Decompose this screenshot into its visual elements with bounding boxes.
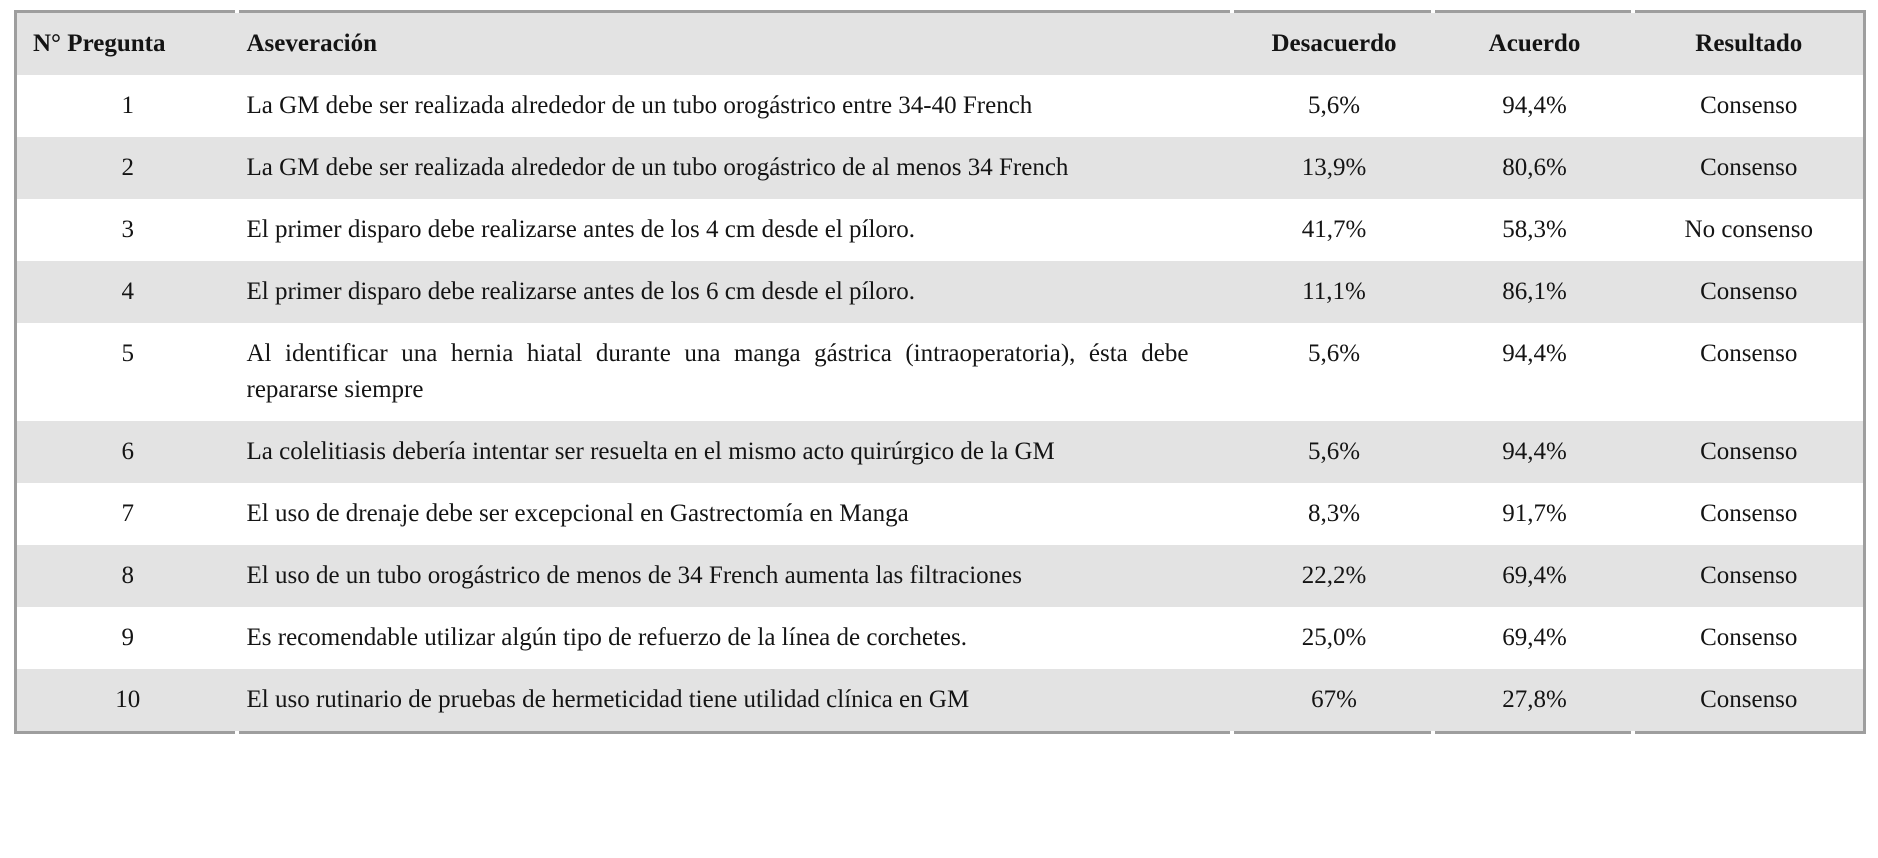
question-number-cell: 2	[15, 137, 239, 199]
question-number-cell: 1	[121, 92, 135, 119]
agree-percent-cell: 69,4%	[1502, 624, 1567, 651]
agree-percent-cell: 58,3%	[1502, 216, 1567, 243]
result-cell: Consenso	[1634, 669, 1865, 733]
table-row: 7 El uso de drenaje debe ser excepcional…	[16, 483, 1865, 545]
column-header-desacuerdo: Desacuerdo	[1233, 11, 1435, 75]
table-row: 1 La GM debe ser realizada alrededor de …	[16, 75, 1865, 137]
statement-cell: La GM debe ser realizada alrededor de un…	[246, 92, 1033, 119]
border-gap	[1631, 731, 1635, 734]
border-gap	[1230, 10, 1234, 13]
column-header-numero-pregunta: N° Pregunta	[15, 11, 239, 75]
border-gap	[1230, 731, 1234, 734]
result-cell: Consenso	[1634, 137, 1865, 199]
result-cell: Consenso	[1634, 545, 1865, 607]
result-cell: Consenso	[1700, 340, 1798, 367]
agree-percent-cell: 94,4%	[1502, 340, 1567, 367]
statement-cell: La GM debe ser realizada alrededor de un…	[238, 137, 1234, 199]
disagree-percent-cell: 22,2%	[1233, 545, 1435, 607]
column-header-acuerdo: Acuerdo	[1434, 11, 1635, 75]
header-row: N° Pregunta Aseveración Desacuerdo Acuer…	[15, 11, 1865, 75]
disagree-percent-cell: 11,1%	[1233, 261, 1435, 323]
table-row: 8 El uso de un tubo orogástrico de menos…	[15, 545, 1865, 607]
table-header: N° Pregunta Aseveración Desacuerdo Acuer…	[15, 11, 1865, 75]
statement-cell: La colelitiasis debería intentar ser res…	[238, 421, 1234, 483]
agree-percent-cell: 94,4%	[1434, 421, 1635, 483]
result-cell: Consenso	[1700, 500, 1798, 527]
question-number-cell: 7	[121, 500, 135, 527]
agree-percent-cell: 69,4%	[1434, 545, 1635, 607]
agree-percent-cell: 27,8%	[1434, 669, 1635, 733]
result-cell: Consenso	[1700, 92, 1798, 119]
consensus-table-container: N° Pregunta Aseveración Desacuerdo Acuer…	[14, 10, 1866, 734]
disagree-percent-cell: 13,9%	[1233, 137, 1435, 199]
statement-cell: El uso de drenaje debe ser excepcional e…	[246, 500, 909, 527]
table-body: 1 La GM debe ser realizada alrededor de …	[15, 75, 1865, 733]
question-number-cell: 4	[15, 261, 239, 323]
question-number-cell: 3	[121, 216, 135, 243]
question-number-cell: 10	[15, 669, 239, 733]
disagree-percent-cell: 67%	[1233, 669, 1435, 733]
question-number-cell: 8	[15, 545, 239, 607]
result-cell: Consenso	[1634, 421, 1865, 483]
statement-cell: El uso rutinario de pruebas de hermetici…	[238, 669, 1234, 733]
question-number-cell: 9	[121, 624, 135, 651]
table-row: 3 El primer disparo debe realizarse ante…	[16, 199, 1865, 261]
column-header-resultado: Resultado	[1634, 11, 1865, 75]
agree-percent-cell: 94,4%	[1502, 92, 1567, 119]
question-number-cell: 5	[121, 340, 135, 367]
consensus-table: N° Pregunta Aseveración Desacuerdo Acuer…	[14, 10, 1866, 734]
result-cell: Consenso	[1700, 624, 1798, 651]
agree-percent-cell: 86,1%	[1434, 261, 1635, 323]
statement-cell: El primer disparo debe realizarse antes …	[246, 216, 916, 243]
table-row: 10 El uso rutinario de pruebas de hermet…	[15, 669, 1865, 733]
table-row: 4 El primer disparo debe realizarse ante…	[15, 261, 1865, 323]
result-cell: No consenso	[1684, 216, 1813, 243]
border-gap	[1431, 731, 1435, 734]
disagree-percent-cell: 41,7%	[1301, 216, 1367, 243]
statement-cell: El uso de un tubo orogástrico de menos d…	[238, 545, 1234, 607]
result-cell: Consenso	[1634, 261, 1865, 323]
border-gap	[235, 10, 239, 13]
column-header-aseveracion: Aseveración	[238, 11, 1234, 75]
disagree-percent-cell: 5,6%	[1233, 421, 1435, 483]
table-row: 5 Al identificar una hernia hiatal duran…	[16, 323, 1865, 421]
disagree-percent-cell: 5,6%	[1307, 92, 1361, 119]
disagree-percent-cell: 8,3%	[1307, 500, 1361, 527]
border-gap	[1631, 10, 1635, 13]
disagree-percent-cell: 5,6%	[1307, 340, 1361, 367]
border-gap	[1431, 10, 1435, 13]
table-row: 2 La GM debe ser realizada alrededor de …	[15, 137, 1865, 199]
statement-cell: Al identificar una hernia hiatal durante…	[246, 340, 1189, 403]
statement-cell: El primer disparo debe realizarse antes …	[238, 261, 1234, 323]
table-row: 6 La colelitiasis debería intentar ser r…	[15, 421, 1865, 483]
agree-percent-cell: 80,6%	[1434, 137, 1635, 199]
agree-percent-cell: 91,7%	[1502, 500, 1567, 527]
table-row: 9 Es recomendable utilizar algún tipo de…	[16, 607, 1865, 669]
statement-cell: Es recomendable utilizar algún tipo de r…	[246, 624, 968, 651]
disagree-percent-cell: 25,0%	[1301, 624, 1367, 651]
border-gap	[235, 731, 239, 734]
question-number-cell: 6	[15, 421, 239, 483]
